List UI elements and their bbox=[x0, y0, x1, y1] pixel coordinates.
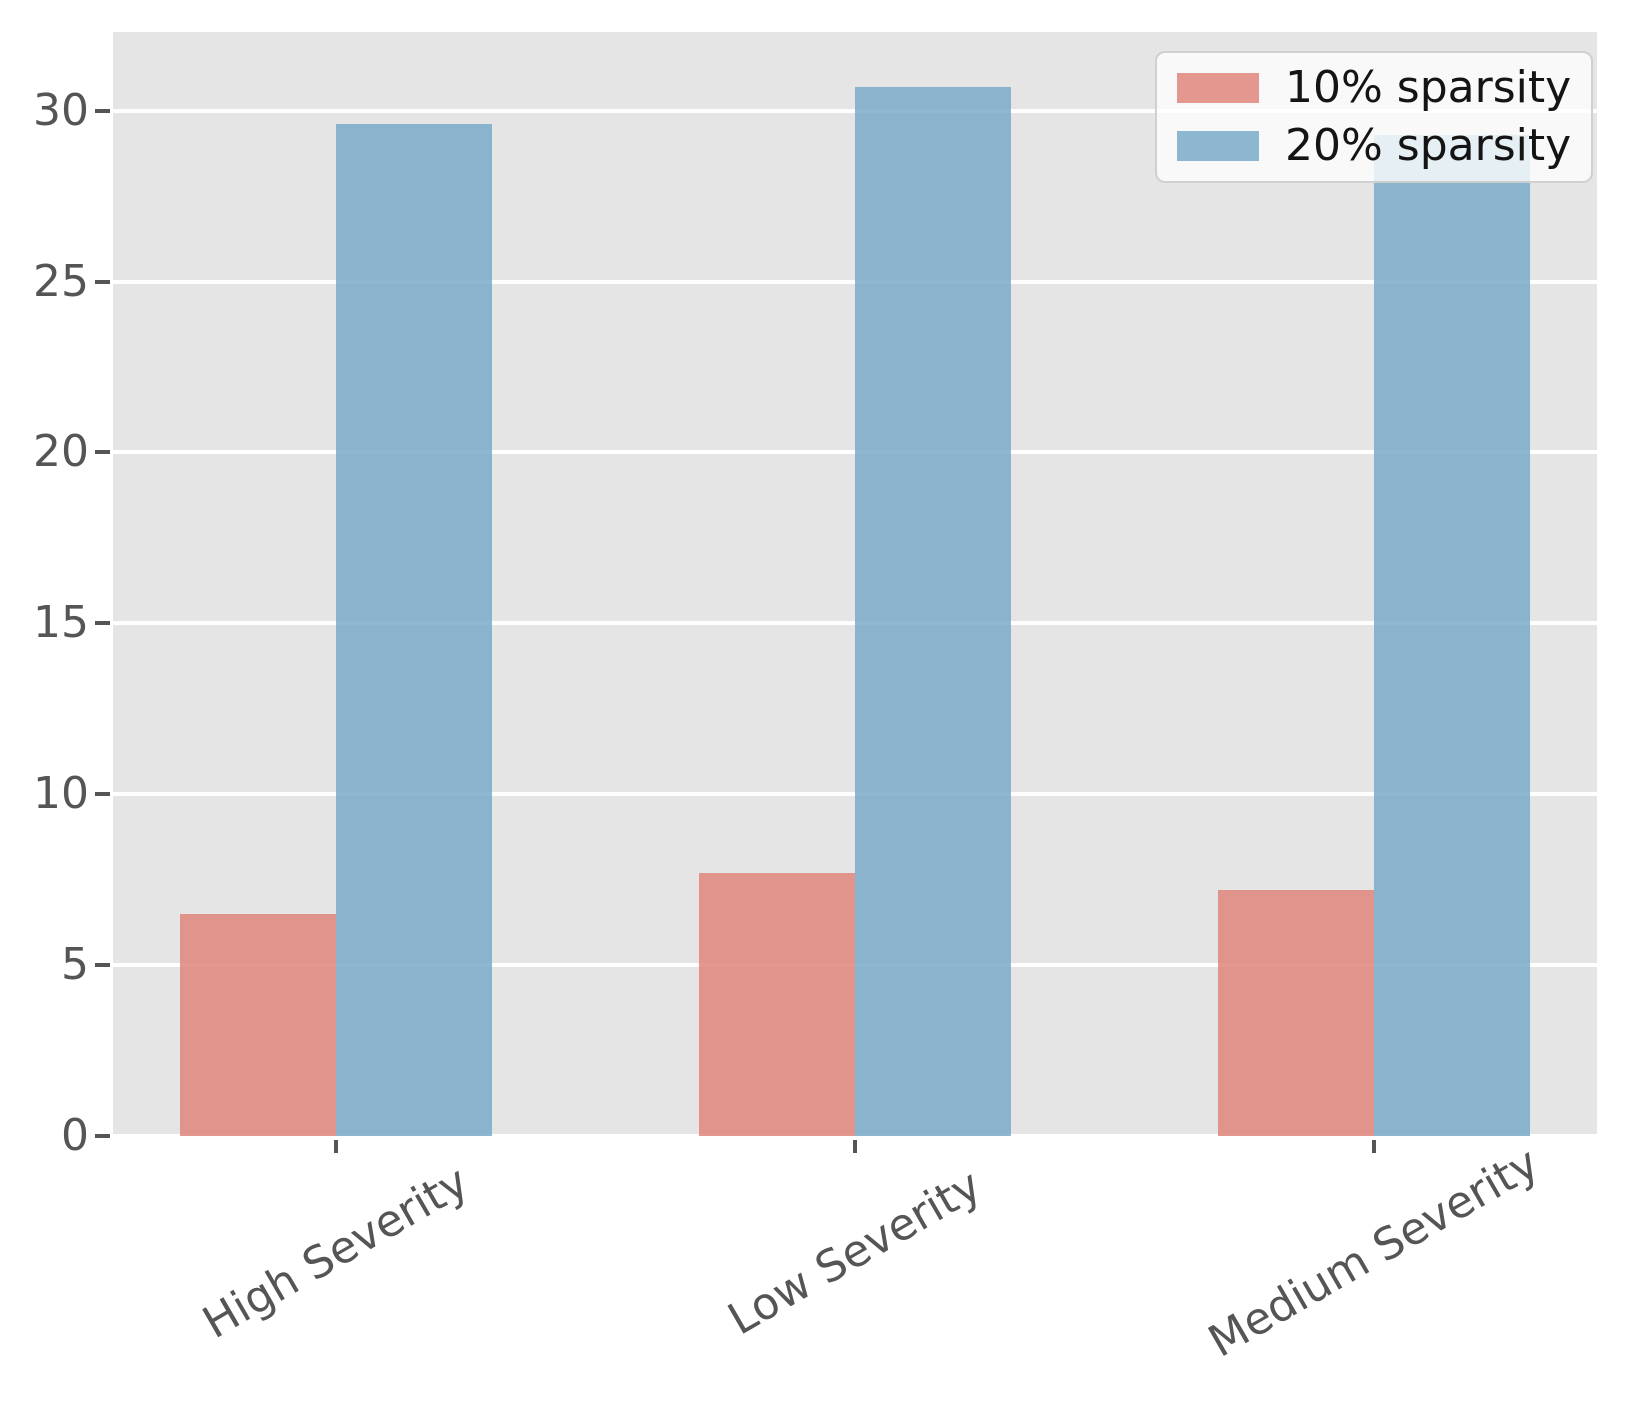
y-tick-label-25: 25 bbox=[33, 255, 89, 307]
y-tick-label-0: 0 bbox=[61, 1110, 89, 1161]
y-tick-mark-15 bbox=[95, 621, 110, 626]
x-tick-label-low-severity: Low Severity bbox=[719, 1159, 990, 1346]
gridline-y-0 bbox=[113, 1134, 1597, 1138]
bar-20-sparsity-medium-severity bbox=[1374, 134, 1531, 1136]
y-tick-mark-0 bbox=[95, 1134, 110, 1138]
y-tick-label-30: 30 bbox=[33, 84, 89, 136]
x-tick-mark-low-severity bbox=[853, 1140, 857, 1153]
plot-area: 10% sparsity 20% sparsity 0 5 10 15 20 25 30 Hig… bbox=[33, 32, 1597, 1368]
legend-entry-20-sparsity: 20% sparsity bbox=[1177, 119, 1571, 173]
y-tick-label-10: 10 bbox=[33, 768, 89, 820]
y-tick-mark-30 bbox=[95, 108, 110, 113]
y-tick-label-15: 15 bbox=[33, 597, 89, 649]
legend-swatch-10-sparsity bbox=[1177, 73, 1259, 103]
y-tick-mark-25 bbox=[95, 279, 110, 284]
y-tick-label-20: 20 bbox=[33, 426, 89, 478]
bar-20-sparsity-low-severity bbox=[855, 86, 1011, 1136]
legend-swatch-20-sparsity bbox=[1177, 131, 1259, 161]
legend-label-20-sparsity: 20% sparsity bbox=[1285, 120, 1572, 171]
x-tick-label-high-severity: High Severity bbox=[194, 1156, 477, 1349]
bar-10-sparsity-low-severity bbox=[699, 872, 855, 1136]
legend-entry-10-sparsity: 10% sparsity bbox=[1177, 61, 1571, 115]
legend: 10% sparsity 20% sparsity bbox=[1155, 51, 1594, 183]
bar-10-sparsity-high-severity bbox=[179, 913, 336, 1136]
bar-20-sparsity-high-severity bbox=[335, 124, 492, 1136]
legend-label-10-sparsity: 10% sparsity bbox=[1285, 62, 1572, 113]
y-tick-label-5: 5 bbox=[61, 939, 89, 991]
y-tick-mark-10 bbox=[95, 792, 110, 797]
bar-10-sparsity-medium-severity bbox=[1218, 889, 1375, 1136]
x-tick-mark-high-severity bbox=[333, 1140, 338, 1153]
x-tick-label-medium-severity: Medium Severity bbox=[1200, 1137, 1548, 1368]
y-tick-mark-5 bbox=[95, 963, 110, 968]
y-tick-mark-20 bbox=[95, 450, 110, 455]
x-tick-mark-medium-severity bbox=[1372, 1140, 1377, 1153]
